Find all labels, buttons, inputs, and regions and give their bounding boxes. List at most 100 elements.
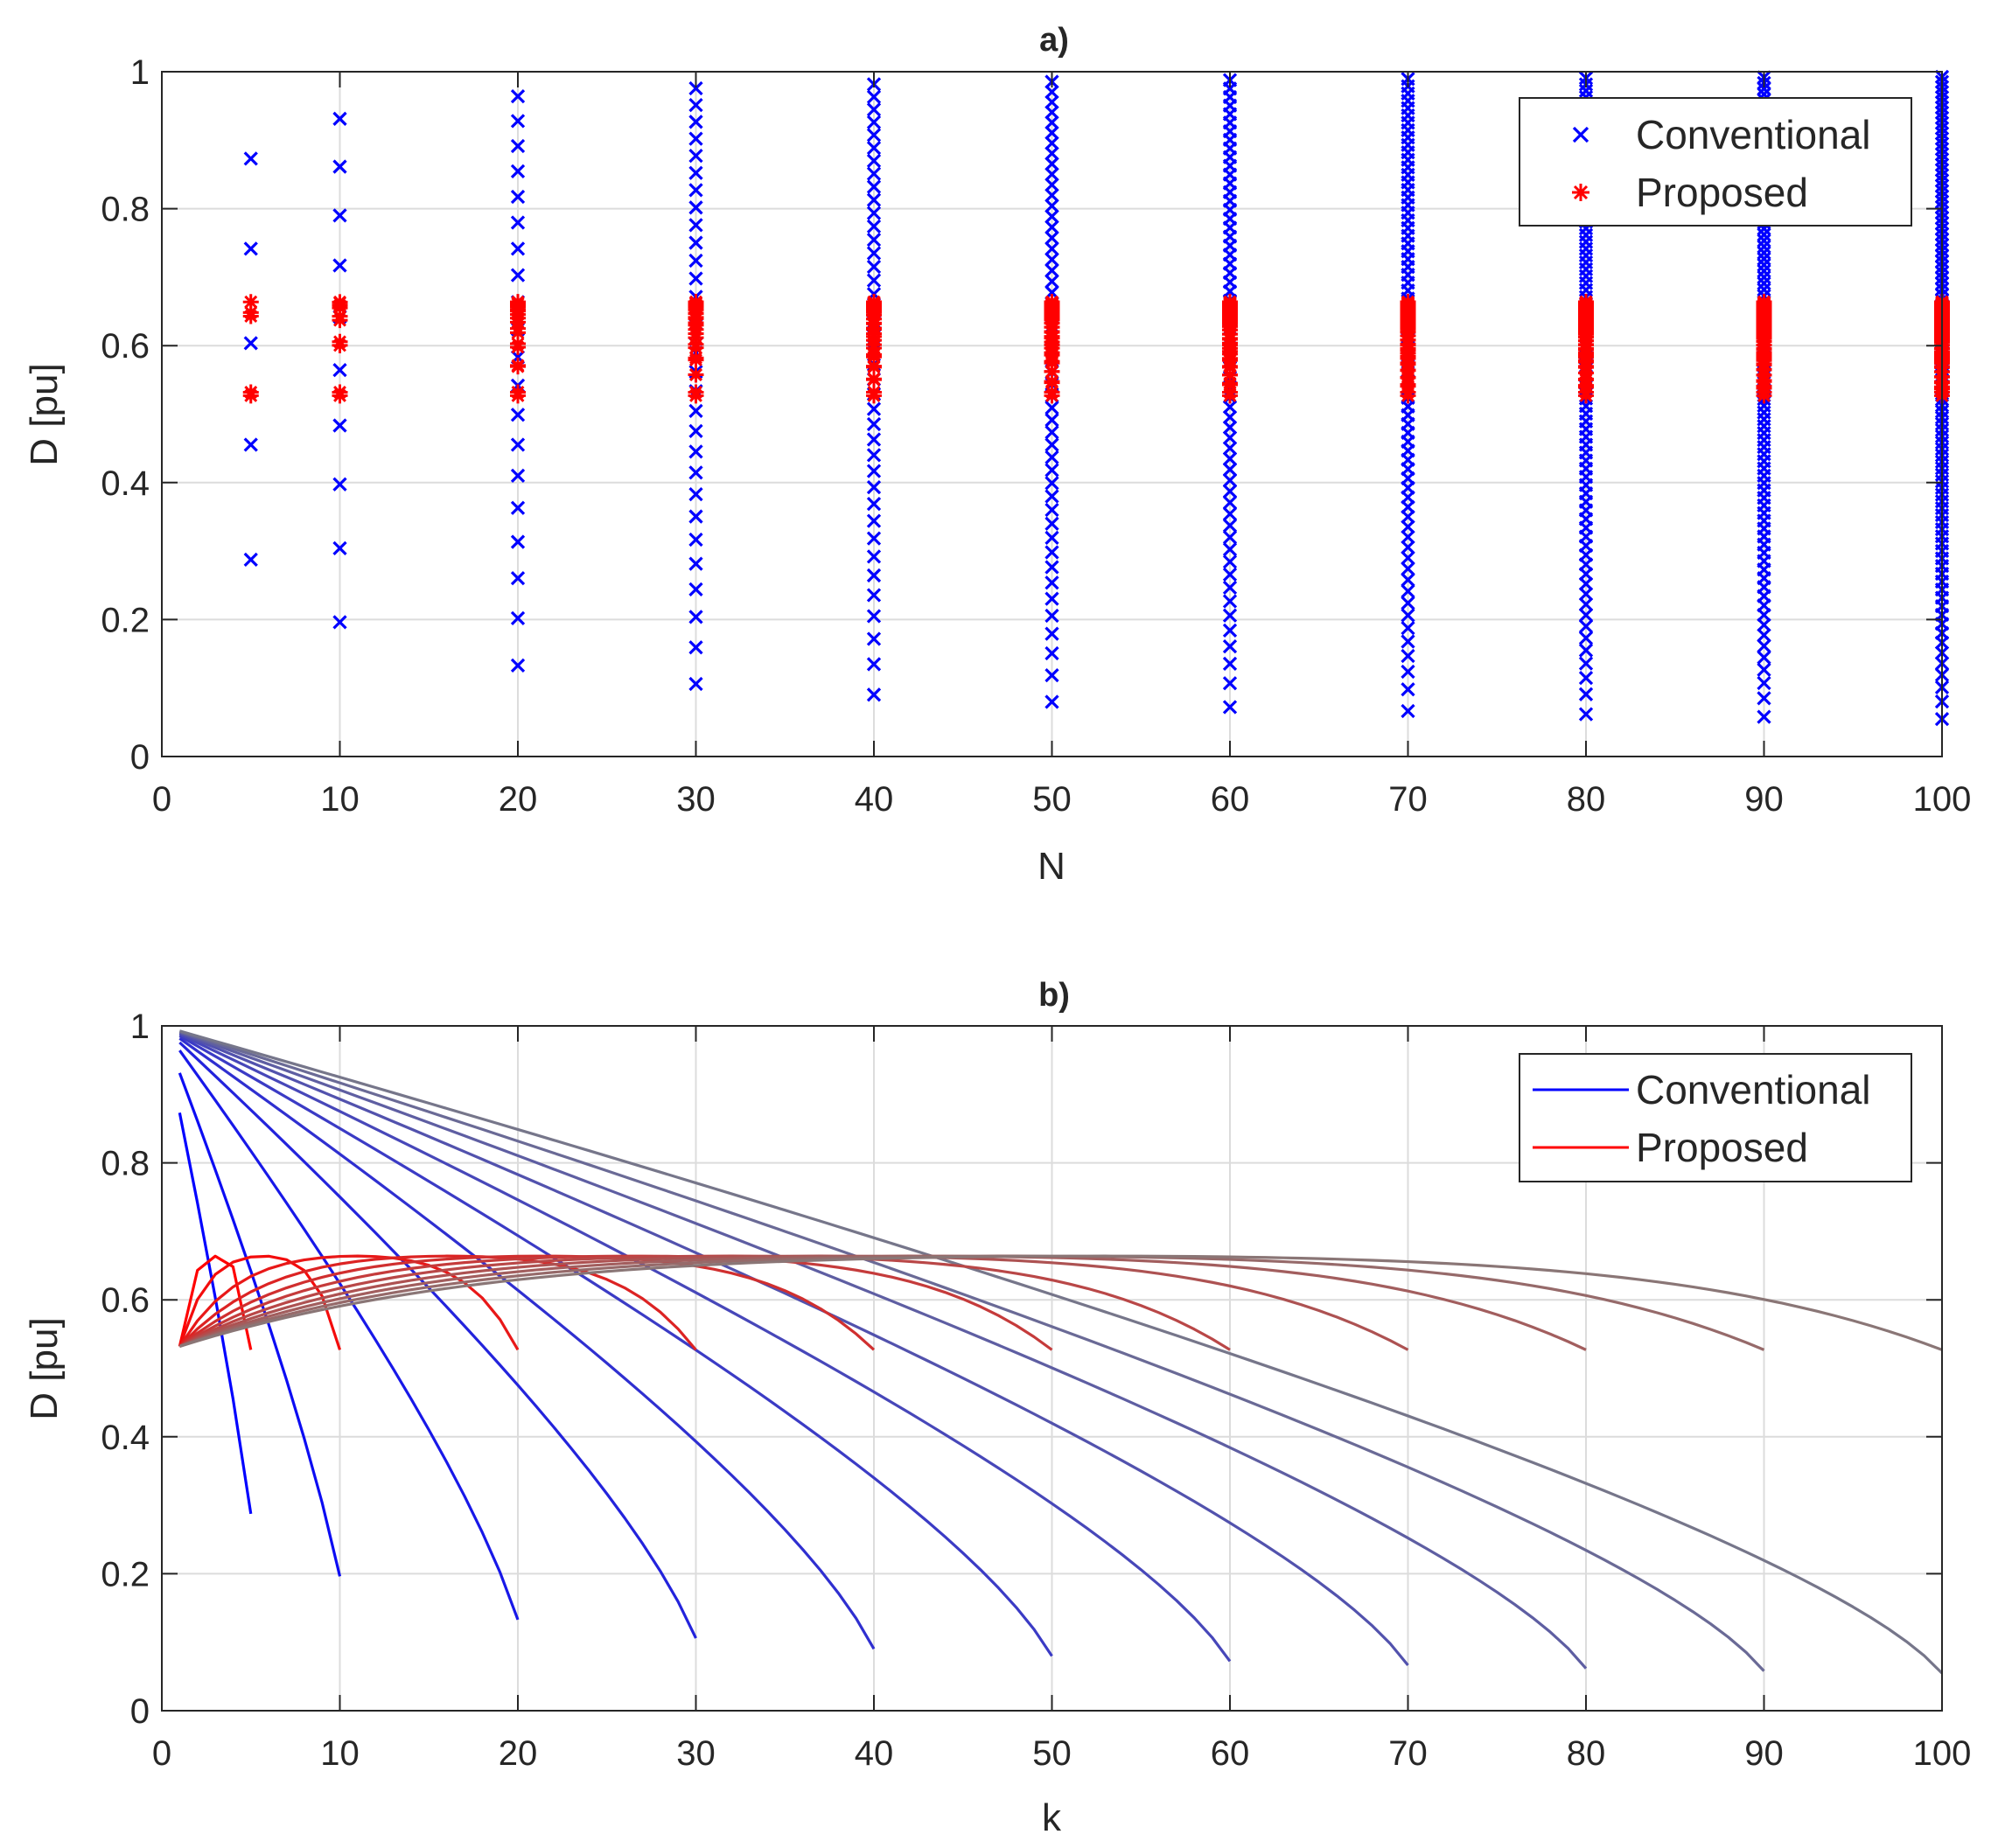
ytick-label: 0.4: [101, 1419, 150, 1457]
data-point-conventional: [1222, 451, 1238, 466]
panel-b-title: b): [1038, 977, 1070, 1014]
data-point-conventional: [1401, 561, 1415, 576]
data-point-conventional: [1044, 274, 1059, 289]
data-point-proposed: [332, 308, 348, 324]
line-conventional-N5: [178, 1112, 253, 1515]
legend-a-proposed-label: Proposed: [1636, 170, 1808, 215]
data-point-conventional: [688, 423, 703, 439]
data-point-proposed: [866, 337, 882, 353]
data-point-conventional: [1222, 506, 1238, 521]
data-point-conventional: [688, 486, 703, 502]
data-point-conventional: [688, 640, 703, 655]
data-point-conventional: [1044, 575, 1059, 590]
legend-x-marker: [1572, 126, 1589, 143]
data-point-conventional: [1044, 476, 1059, 491]
data-point-proposed: [688, 387, 704, 404]
data-point-proposed: [1044, 363, 1060, 380]
data-point-conventional: [866, 657, 882, 672]
panel-b-ticks: 0 10 20 30 40 50 60 70 80 90 100 0 0.2 0.4 0.6 0.8 1: [101, 1008, 1971, 1773]
data-point-conventional: [688, 582, 703, 596]
data-point-conventional: [688, 403, 703, 419]
data-point-conventional: [866, 549, 882, 564]
data-point-conventional: [1222, 484, 1238, 499]
data-point-proposed: [1400, 387, 1416, 404]
xtick-label: 20: [499, 780, 538, 819]
data-point-proposed: [1222, 366, 1238, 383]
ytick-label: 0: [130, 1692, 150, 1731]
xtick-label: 80: [1567, 1734, 1606, 1773]
data-point-conventional: [1222, 409, 1238, 425]
data-point-conventional: [866, 464, 882, 478]
data-point-conventional: [332, 208, 347, 223]
data-point-conventional: [1044, 115, 1059, 130]
data-point-conventional: [1044, 591, 1059, 606]
xtick-label: 60: [1211, 780, 1250, 819]
data-point-conventional: [1401, 583, 1415, 599]
xtick-label: 50: [1032, 1734, 1072, 1773]
data-point-conventional: [510, 437, 526, 452]
data-point-conventional: [1578, 656, 1594, 671]
data-point-proposed: [688, 325, 704, 342]
data-point-proposed: [510, 310, 526, 326]
data-point-conventional: [1222, 608, 1238, 623]
ytick-label: 1: [130, 53, 150, 92]
ytick-label: 0.6: [101, 1281, 150, 1320]
ytick-label: 0.8: [101, 1145, 150, 1183]
data-point-conventional: [1044, 188, 1059, 203]
legend-a-conventional-marker: [1572, 126, 1589, 143]
data-point-conventional: [1044, 425, 1059, 440]
data-point-conventional: [688, 676, 703, 692]
data-point-conventional: [866, 179, 882, 194]
data-point-proposed: [510, 357, 526, 373]
line-proposed-N20: [178, 1254, 520, 1351]
data-point-conventional: [866, 166, 882, 181]
data-point-conventional: [332, 258, 347, 273]
data-point-conventional: [688, 465, 703, 480]
data-point-conventional: [1757, 628, 1771, 643]
xtick-label: 70: [1388, 780, 1428, 819]
line-conventional-N40: [178, 1037, 876, 1650]
data-point-conventional: [1222, 676, 1238, 691]
data-point-conventional: [688, 183, 703, 198]
panel-b-marks: [178, 1029, 1944, 1675]
data-point-proposed: [1578, 387, 1594, 404]
data-point-conventional: [1222, 700, 1238, 715]
legend-b-proposed-label: Proposed: [1636, 1125, 1808, 1170]
data-point-conventional: [1044, 157, 1059, 171]
data-point-conventional: [1578, 596, 1594, 612]
data-point-conventional: [866, 687, 882, 702]
panel-b-ylabel: D [pu]: [23, 1317, 66, 1419]
data-point-conventional: [332, 540, 347, 556]
data-point-conventional: [1401, 572, 1415, 588]
data-point-conventional: [1044, 167, 1059, 182]
data-point-conventional: [332, 615, 347, 630]
data-point-conventional: [510, 88, 526, 104]
data-point-conventional: [1044, 136, 1059, 150]
data-point-conventional: [510, 500, 526, 515]
data-point-conventional: [1757, 245, 1771, 261]
panel-b-xlabel: k: [1042, 1796, 1062, 1839]
data-point-conventional: [866, 219, 882, 234]
data-point-conventional: [1401, 634, 1415, 649]
data-point-conventional: [1044, 84, 1059, 100]
data-point-proposed: [1044, 345, 1060, 361]
data-point-conventional: [510, 268, 526, 282]
panel-a-title: a): [1039, 22, 1069, 59]
data-point-conventional: [243, 336, 258, 351]
legend-b-box: [1519, 1053, 1912, 1182]
data-point-conventional: [688, 509, 703, 524]
data-point-conventional: [688, 80, 703, 96]
panel-a: a) 0 10 20 30 40 50 60 70 80 90 10000.20.40.60.81 …: [23, 22, 1971, 888]
data-point-conventional: [866, 416, 882, 432]
data-point-conventional: [1578, 618, 1594, 634]
data-point-conventional: [1578, 608, 1594, 623]
data-point-proposed: [510, 387, 526, 404]
xtick-label: 40: [855, 780, 894, 819]
data-point-conventional: [688, 97, 703, 113]
data-point-conventional: [510, 408, 526, 422]
data-point-proposed: [1222, 376, 1238, 393]
line-proposed-N100: [178, 1254, 1943, 1351]
data-point-conventional: [688, 271, 703, 286]
data-point-conventional: [1757, 227, 1771, 242]
